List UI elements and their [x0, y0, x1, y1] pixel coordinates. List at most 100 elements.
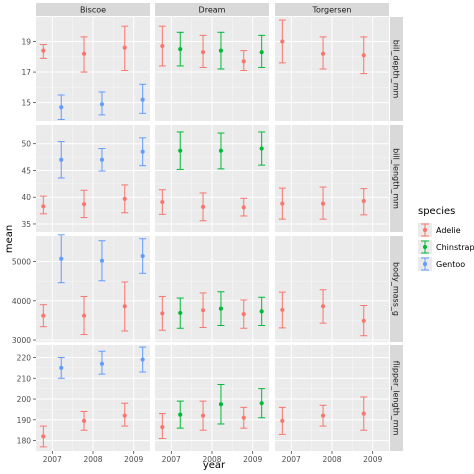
x-tick-label: 2007 [162, 455, 181, 464]
data-point [178, 148, 183, 153]
errorbar-point-adelie [319, 36, 327, 70]
data-point [41, 434, 46, 439]
data-point [320, 201, 326, 206]
y-tick-label: 4000 [12, 297, 31, 306]
data-point [99, 361, 105, 366]
legend-label: Gentoo [436, 260, 465, 269]
errorbar-point-adelie [158, 189, 166, 215]
errorbar-point-adelie [80, 36, 88, 73]
data-point [259, 146, 264, 151]
errorbar-point-gentoo [57, 234, 65, 284]
data-point [361, 53, 366, 58]
data-point [200, 204, 206, 209]
legend-key-point [422, 244, 428, 250]
data-point [41, 204, 46, 209]
y-tick-label: 190 [17, 416, 32, 425]
data-point [160, 424, 165, 430]
errorbar-point-adelie [158, 413, 166, 440]
data-point [241, 415, 246, 420]
errorbar-point-adelie [199, 192, 207, 222]
data-point [218, 402, 224, 407]
data-point [81, 418, 87, 423]
data-point [59, 105, 64, 110]
errorbar-point-gentoo [57, 94, 65, 120]
data-point [59, 365, 64, 370]
y-tick-label: 210 [17, 374, 32, 383]
legend-label: Chinstrap [436, 243, 474, 252]
column-strip-label: Torgersen [311, 6, 351, 15]
legend-key-gentoo [418, 257, 432, 271]
legend-label: Adelie [436, 226, 461, 235]
data-point [241, 59, 246, 64]
errorbar-point-adelie [360, 36, 368, 75]
errorbar-point-chinstrap [176, 31, 184, 67]
y-tick-label: 50 [21, 140, 31, 149]
errorbar-point-adelie [39, 195, 47, 215]
legend: species Adelie Chinstrap Gentoo [418, 206, 474, 271]
errorbar-point-adelie [158, 295, 166, 331]
y-tick-label: 17 [21, 68, 31, 77]
data-point [259, 309, 264, 314]
errorbar-point-adelie [199, 34, 207, 68]
errorbar-point-gentoo [139, 238, 147, 274]
data-point [259, 50, 264, 55]
legend-key-adelie [418, 223, 432, 237]
errorbar-point-adelie [121, 281, 129, 332]
data-point [140, 253, 145, 259]
errorbar-point-adelie [319, 289, 327, 324]
data-point [41, 313, 46, 318]
data-point [241, 205, 246, 210]
data-point [361, 198, 366, 204]
errorbar-point-adelie [240, 50, 248, 72]
errorbar-point-gentoo [98, 148, 106, 172]
data-point [178, 310, 183, 316]
panel [155, 345, 269, 451]
x-tick-label: 2009 [363, 455, 382, 464]
data-point [122, 413, 127, 418]
y-axis-title: mean [4, 225, 15, 253]
column-strip [275, 3, 389, 16]
data-point [361, 318, 366, 323]
data-point [320, 51, 326, 56]
errorbar-point-adelie [199, 400, 207, 431]
data-point [140, 357, 145, 362]
errorbar-point-adelie [240, 197, 248, 217]
errorbar-point-chinstrap [176, 400, 184, 429]
data-point [160, 199, 165, 205]
errorbar-point-adelie [158, 25, 166, 67]
data-point [59, 157, 64, 162]
data-point [99, 102, 105, 107]
x-tick-label: 2008 [322, 455, 341, 464]
errorbar-point-adelie [278, 19, 286, 64]
data-point [81, 313, 87, 318]
errorbar-point-gentoo [139, 137, 147, 167]
column-strip-label: Dream [199, 6, 226, 15]
legend-key-chinstrap [418, 240, 432, 254]
y-tick-label: 15 [21, 99, 31, 108]
errorbar-point-adelie [360, 396, 368, 431]
data-point [41, 48, 46, 53]
data-point [99, 157, 105, 162]
data-point [200, 308, 206, 313]
x-tick-label: 2007 [282, 455, 301, 464]
errorbar-point-adelie [278, 187, 286, 220]
errorbar-point-adelie [121, 25, 129, 72]
legend-title: species [418, 206, 455, 217]
data-point [160, 43, 165, 49]
row-strip-label: bill_length_mm [392, 148, 401, 209]
y-tick-label: 45 [21, 166, 31, 175]
panel [155, 125, 269, 232]
panel [36, 236, 150, 342]
y-tick-label: 40 [21, 193, 31, 202]
legend-key-point [422, 227, 428, 233]
row-strip [390, 125, 403, 232]
y-tick-label: 5000 [12, 258, 31, 267]
errorbar-point-adelie [360, 304, 368, 337]
errorbar-point-adelie [80, 411, 88, 431]
x-axis-title: year [203, 460, 226, 471]
row-strip-label: flipper_length_mm [392, 361, 401, 436]
data-point [280, 39, 285, 44]
x-axes: 2007 2008 2009 2007 2008 2009 2007 2008 2009 [43, 451, 382, 464]
data-point [122, 45, 127, 50]
data-point [178, 412, 183, 417]
